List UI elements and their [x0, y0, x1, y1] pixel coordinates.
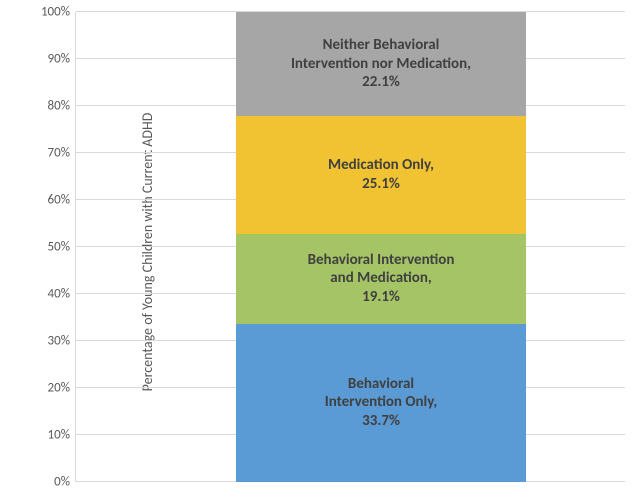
- segment-behavioral-only: Behavioral Intervention Only, 33.7%: [236, 324, 526, 482]
- plot-area: 0% 10% 20% 30% 40% 50% 60% 70% 80% 90% 1: [75, 12, 625, 482]
- tick-label: 20%: [48, 381, 70, 396]
- tick-label: 70%: [48, 146, 70, 161]
- tick-label: 30%: [48, 334, 70, 349]
- segment-medication-only: Medication Only, 25.1%: [236, 116, 526, 234]
- tick-label: 40%: [48, 287, 70, 302]
- tick-label: 90%: [48, 52, 70, 67]
- segment-behavioral-and-medication: Behavioral Intervention and Medication, …: [236, 234, 526, 324]
- tick-label: 60%: [48, 193, 70, 208]
- tick-label: 80%: [48, 99, 70, 114]
- tick-label: 10%: [48, 428, 70, 443]
- tick-label: 50%: [48, 240, 70, 255]
- tick-label: 100%: [41, 5, 70, 20]
- adhd-treatment-chart: Percentage of Young Children with Curren…: [0, 0, 635, 503]
- tick-label: 0%: [54, 475, 70, 490]
- bar-stack: Behavioral Intervention Only, 33.7% Beha…: [236, 12, 526, 482]
- segment-neither: Neither Behavioral Intervention nor Medi…: [236, 12, 526, 116]
